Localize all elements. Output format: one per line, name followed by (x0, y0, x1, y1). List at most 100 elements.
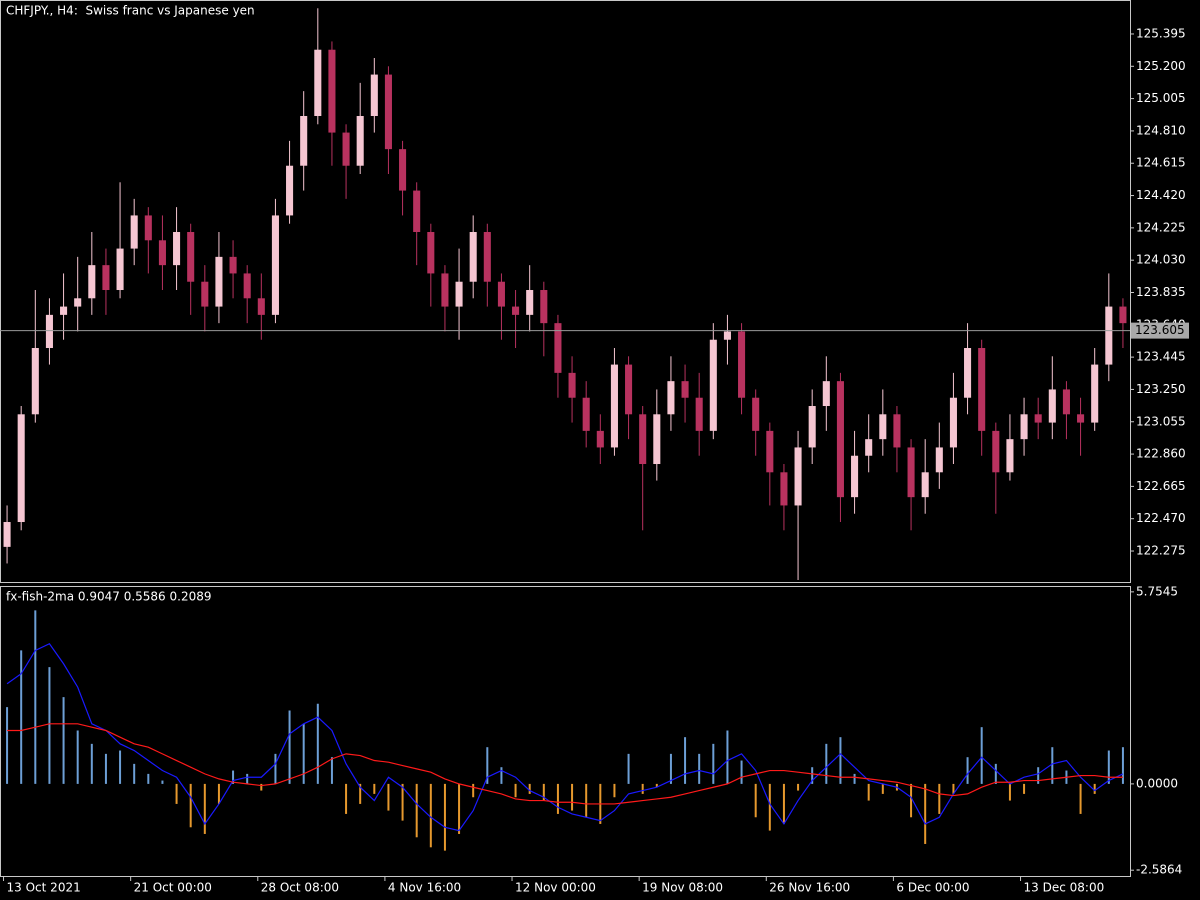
candle-body (399, 149, 407, 191)
candle-body (964, 348, 972, 398)
candle-body (455, 281, 463, 307)
candles (3, 8, 1127, 581)
candle-body (300, 116, 308, 166)
candle-body (949, 397, 957, 448)
candle-body (342, 132, 350, 166)
candle-body (921, 472, 929, 498)
candle-body (1091, 364, 1099, 423)
candle-body (709, 339, 717, 431)
y-tick-label: -2.5864 (1136, 863, 1182, 877)
y-tick-label: 124.615 (1136, 156, 1186, 170)
candle-body (978, 348, 986, 431)
y-tick-label: 123.445 (1136, 350, 1186, 364)
indicator-line (6, 642, 1124, 832)
x-tick-label: 26 Nov 16:00 (769, 881, 850, 895)
y-tick-label: 125.395 (1136, 26, 1186, 40)
candle-body (836, 381, 844, 498)
current-price-label: 123.605 (1135, 323, 1185, 337)
x-tick-label: 12 Nov 00:00 (515, 881, 596, 895)
y-tick-label: 123.835 (1136, 285, 1186, 299)
candle-body (427, 232, 435, 274)
candle-body (596, 430, 604, 448)
symbol-title: CHFJPY., H4: Swiss franc vs Japanese yen (6, 4, 255, 18)
candle-body (158, 240, 166, 266)
candle-body (60, 306, 68, 315)
candle-body (1077, 414, 1085, 423)
y-tick-label: 122.275 (1136, 544, 1186, 558)
candle-body (116, 248, 124, 291)
candle-body (229, 256, 237, 274)
candle-body (625, 364, 633, 415)
y-tick-label: 124.225 (1136, 220, 1186, 234)
y-tick-label: 5.7545 (1136, 584, 1178, 598)
candle-body (766, 430, 774, 473)
y-tick-label: 0.0000 (1136, 776, 1178, 790)
candle-body (483, 232, 491, 282)
indicator-line (7, 723, 1123, 805)
candle-body (356, 116, 364, 166)
candle-body (639, 414, 647, 465)
candle-body (1105, 306, 1113, 365)
candle-body (201, 281, 209, 307)
candle-body (554, 323, 562, 373)
candle-body (822, 381, 830, 407)
x-tick-label: 6 Dec 00:00 (896, 881, 969, 895)
x-tick-label: 13 Dec 08:00 (1024, 881, 1105, 895)
price-panel-frame (0, 0, 1131, 583)
candle-body (1006, 439, 1014, 473)
candle-body (45, 314, 53, 349)
candle-body (243, 273, 251, 299)
candle-body (568, 372, 576, 398)
candle-body (851, 455, 859, 498)
candle-body (907, 447, 915, 498)
candle-body (31, 348, 39, 415)
candle-body (328, 49, 336, 133)
candle-body (441, 273, 449, 307)
candle-body (1062, 389, 1070, 415)
y-tick-label: 125.200 (1136, 59, 1186, 73)
y-tick-label: 122.860 (1136, 447, 1186, 461)
histogram (6, 610, 1124, 851)
candle-body (752, 397, 760, 431)
candle-body (88, 265, 96, 299)
candle-body (469, 232, 477, 282)
candle-body (780, 472, 788, 506)
y-tick-label: 125.005 (1136, 91, 1186, 105)
candle-body (413, 190, 421, 233)
candle-body (540, 290, 548, 324)
candle-body (582, 397, 590, 431)
candle-body (512, 306, 520, 315)
x-tick-label: 28 Oct 08:00 (261, 881, 339, 895)
candle-body (286, 165, 294, 216)
x-tick-label: 19 Nov 08:00 (642, 881, 723, 895)
y-tick-label: 123.250 (1136, 382, 1186, 396)
candle-body (370, 74, 378, 117)
current-price-box (1131, 322, 1189, 339)
candle-body (653, 414, 661, 465)
candle-body (74, 298, 82, 307)
candle-body (992, 430, 1000, 473)
candle-body (935, 447, 943, 473)
candle-body (610, 364, 618, 448)
candle-body (879, 414, 887, 440)
x-tick-label: 21 Oct 00:00 (134, 881, 212, 895)
candle-body (1034, 414, 1042, 423)
candle-body (130, 215, 138, 249)
indicator-panel-frame (0, 586, 1131, 877)
candle-body (667, 381, 675, 415)
candle-body (271, 215, 279, 315)
candle-body (17, 414, 25, 523)
candle-body (314, 49, 322, 117)
candle-body (893, 414, 901, 448)
candle-body (681, 381, 689, 398)
x-tick-label: 13 Oct 2021 (7, 881, 81, 895)
candle-body (738, 331, 746, 398)
y-tick-label: 124.420 (1136, 188, 1186, 202)
candle-body (257, 298, 265, 315)
candle-body (1119, 306, 1127, 324)
candle-body (215, 256, 223, 307)
y-tick-label: 124.030 (1136, 253, 1186, 267)
y-tick-label: 123.055 (1136, 414, 1186, 428)
candle-body (3, 522, 11, 547)
